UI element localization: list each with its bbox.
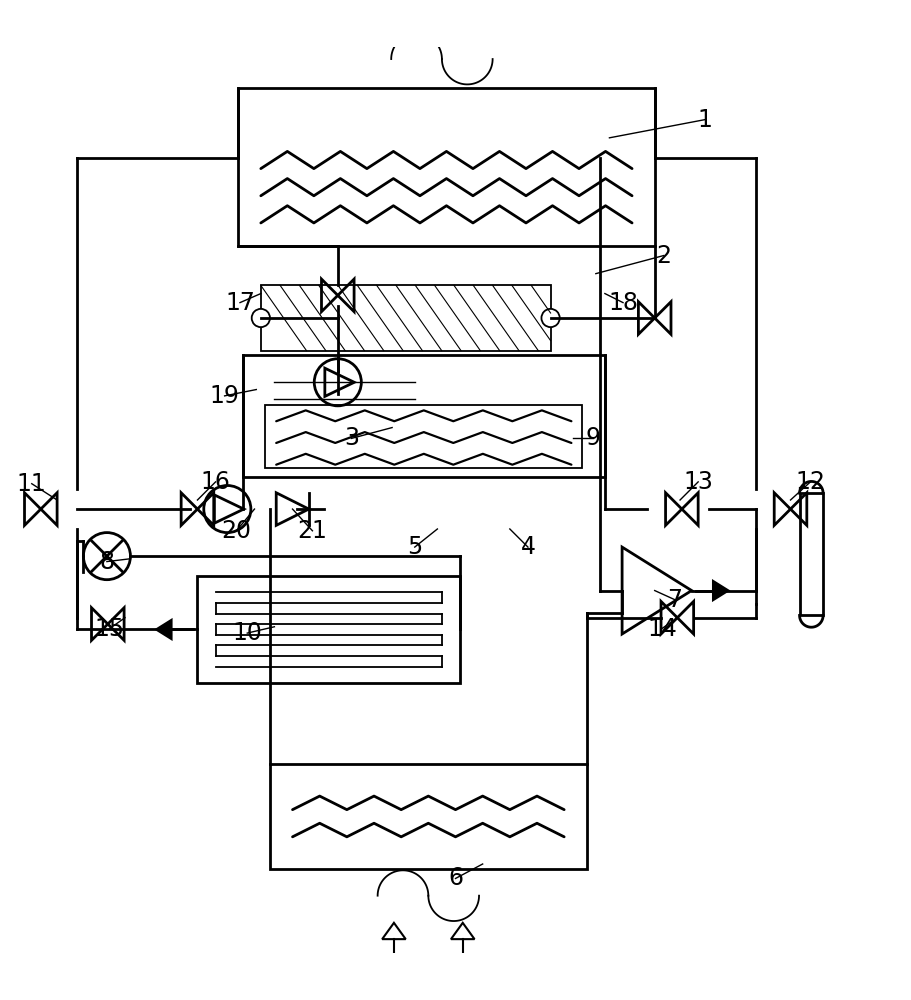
Text: 15: 15	[95, 617, 125, 641]
Text: 14: 14	[647, 617, 677, 641]
Text: 7: 7	[667, 588, 682, 612]
Text: 12: 12	[795, 470, 825, 494]
Text: 19: 19	[210, 384, 240, 408]
Text: 13: 13	[683, 470, 713, 494]
Bar	[265, 405, 582, 468]
Text: 9: 9	[586, 426, 600, 450]
Text: 10: 10	[232, 621, 262, 645]
Text: 4: 4	[520, 535, 536, 559]
Text: 20: 20	[221, 519, 251, 543]
Polygon shape	[713, 581, 728, 600]
Text: 2: 2	[656, 244, 671, 268]
Bar	[198, 576, 460, 683]
Circle shape	[251, 309, 270, 327]
Circle shape	[541, 309, 559, 327]
Text: 21: 21	[298, 519, 327, 543]
Text: 3: 3	[343, 426, 359, 450]
Text: 16: 16	[200, 470, 230, 494]
Bar	[800, 493, 824, 615]
Bar	[242, 355, 605, 477]
Text: 18: 18	[608, 291, 638, 315]
Bar	[261, 285, 550, 351]
Bar	[238, 88, 655, 246]
Text: 5: 5	[407, 535, 423, 559]
Bar	[270, 764, 587, 869]
Polygon shape	[157, 620, 171, 639]
Text: 8: 8	[99, 550, 115, 574]
Text: 17: 17	[225, 291, 255, 315]
Text: 6: 6	[448, 866, 463, 890]
Text: 11: 11	[17, 472, 46, 496]
Text: 1: 1	[697, 108, 711, 132]
